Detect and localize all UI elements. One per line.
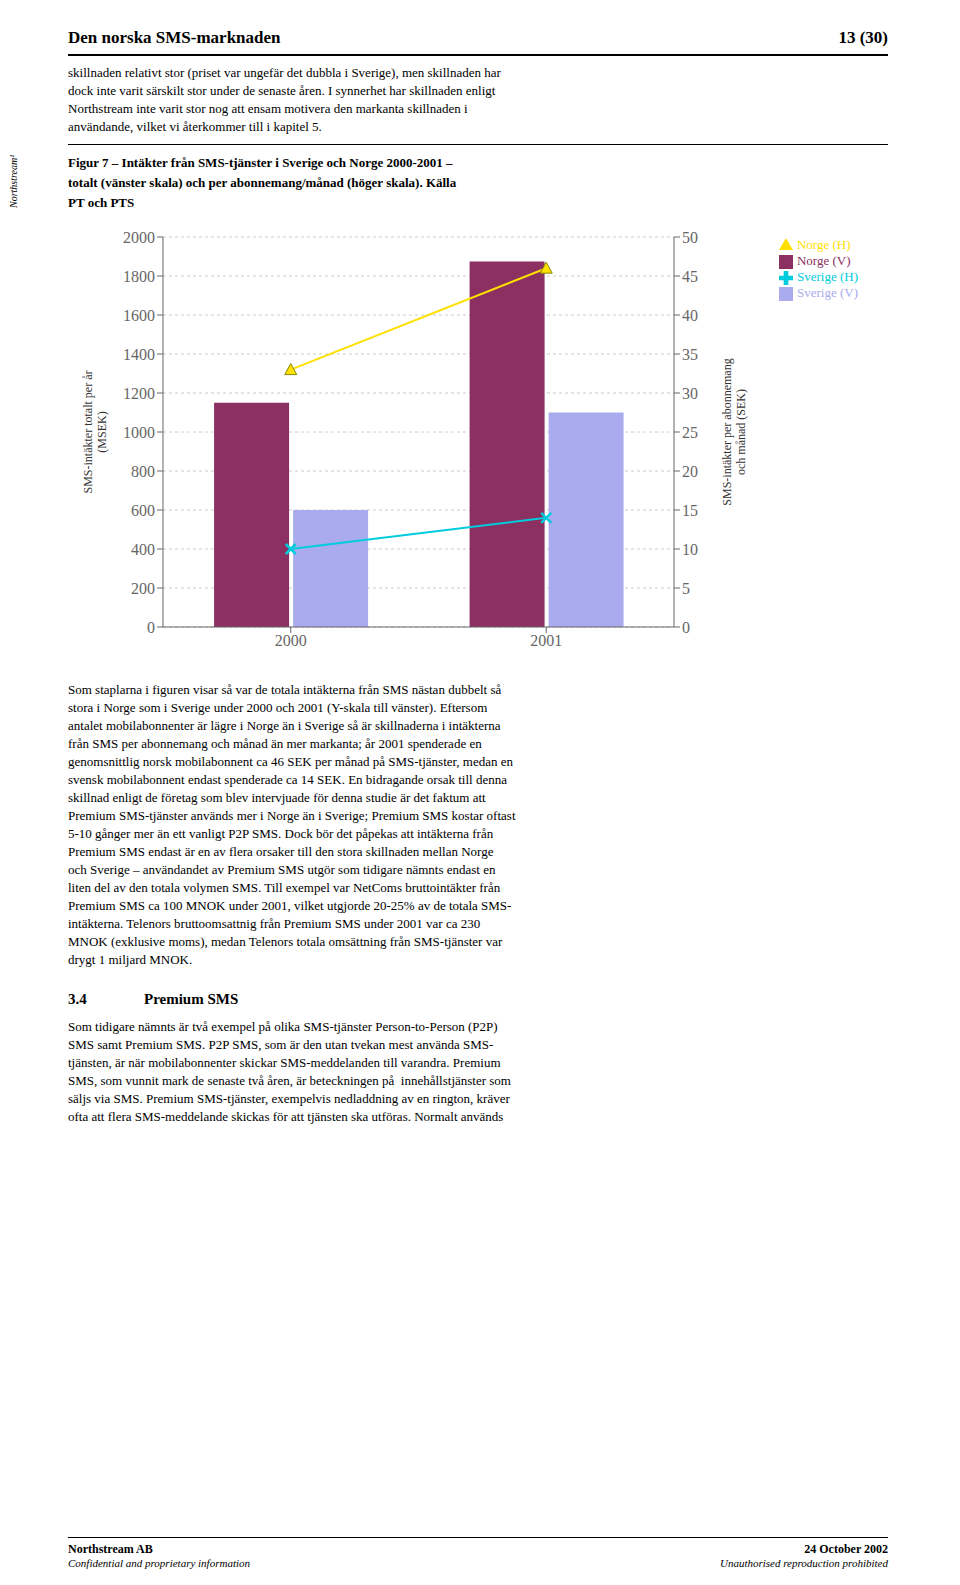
html-text:stora i Norge som i Sverige un: stora i Norge som i Sverige under 2000 o… xyxy=(68,700,488,715)
svg-text:30: 30 xyxy=(682,385,698,402)
svg-text:20: 20 xyxy=(682,463,698,480)
html-text:Confidential and proprietary i: Confidential and proprietary information xyxy=(68,1557,250,1569)
html-text:SMS samt Premium SMS. P2P SMS,: SMS samt Premium SMS. P2P SMS, som är de… xyxy=(68,1037,494,1052)
svg-text:10: 10 xyxy=(682,541,698,558)
html-text:skillnaden relativt stor (pris: skillnaden relativt stor (priset var ung… xyxy=(68,65,501,80)
html-text:liten del av den totala volyme: liten del av den totala volymen SMS. Til… xyxy=(68,880,501,895)
svg-text:1400: 1400 xyxy=(123,346,155,363)
html-text:24 October 2002: 24 October 2002 xyxy=(804,1542,888,1556)
html-text:genomsnittlig norsk mobilabonn: genomsnittlig norsk mobilabonnent ca 46 … xyxy=(68,754,513,769)
html-text:Premium SMS: Premium SMS xyxy=(144,991,239,1007)
html-text:och Sverige – användandet av P: och Sverige – användandet av Premium SMS… xyxy=(68,862,496,877)
html-text:Sverige (H): Sverige (H) xyxy=(797,269,858,284)
svg-text:2000: 2000 xyxy=(275,632,307,649)
html-text:Som tidigare nämnts är två exe: Som tidigare nämnts är två exempel på ol… xyxy=(68,1019,498,1034)
svg-text:800: 800 xyxy=(131,463,155,480)
html-text:Premium SMS ca 100 MNOK under: Premium SMS ca 100 MNOK under 2001, vilk… xyxy=(68,898,512,913)
html-text:skillnad enligt de företag som: skillnad enligt de företag som blev inte… xyxy=(68,790,486,805)
html-text:från SMS per abonnemang och må: från SMS per abonnemang och månad än mer… xyxy=(68,736,482,751)
svg-text:0: 0 xyxy=(147,619,155,636)
html-text:Den norska SMS-marknaden: Den norska SMS-marknaden xyxy=(68,28,281,47)
html-text:Northstream AB: Northstream AB xyxy=(68,1542,153,1556)
html-text:Unauthorised reproduction proh: Unauthorised reproduction prohibited xyxy=(720,1557,888,1569)
svg-text:25: 25 xyxy=(682,424,698,441)
html-text:säljs via SMS. Premium SMS-tjä: säljs via SMS. Premium SMS-tjänster, exe… xyxy=(68,1091,510,1106)
html-text:Northstream inte varit stor no: Northstream inte varit stor nog att ensa… xyxy=(68,101,468,116)
html-text:3.4: 3.4 xyxy=(68,991,87,1007)
html-text:antalet mobilabonnenter är läg: antalet mobilabonnenter är lägre i Norge… xyxy=(68,718,501,733)
svg-text:0: 0 xyxy=(682,619,690,636)
svg-text:45: 45 xyxy=(682,268,698,285)
html-text:13 (30): 13 (30) xyxy=(838,28,888,47)
svg-text:2001: 2001 xyxy=(530,632,562,649)
html-text:Figur 7 – Intäkter från SMS-tj: Figur 7 – Intäkter från SMS-tjänster i S… xyxy=(68,155,453,170)
html-text:MNOK (exklusive moms), medan T: MNOK (exklusive moms), medan Telenors to… xyxy=(68,934,503,949)
html-text:intäkterna. Telenors bruttooms: intäkterna. Telenors bruttoomsattnig frå… xyxy=(68,916,481,931)
html-text:Som staplarna i figuren visar: Som staplarna i figuren visar så var de … xyxy=(68,682,502,697)
svg-text:600: 600 xyxy=(131,502,155,519)
html-text:dock inte varit särskilt stor: dock inte varit särskilt stor under de s… xyxy=(68,83,496,98)
html-text:ofta att flera SMS-meddelande: ofta att flera SMS-meddelande skickas fö… xyxy=(68,1109,504,1124)
html-text:totalt (vänster skala) och per: totalt (vänster skala) och per abonneman… xyxy=(68,175,457,190)
html-text:Premium SMS endast är en av fl: Premium SMS endast är en av flera orsake… xyxy=(68,844,494,859)
svg-text:50: 50 xyxy=(682,229,698,246)
svg-text:400: 400 xyxy=(131,541,155,558)
svg-text:1800: 1800 xyxy=(123,268,155,285)
html-text:PT och PTS: PT och PTS xyxy=(68,195,135,210)
html-text:tjänsten, är när mobilabonnent: tjänsten, är när mobilabonnenter skickar… xyxy=(68,1055,501,1070)
svg-text:SMS-intäkter per abonnemangoch: SMS-intäkter per abonnemangoch månad (SE… xyxy=(720,358,748,505)
svg-text:15: 15 xyxy=(682,502,698,519)
svg-text:5: 5 xyxy=(682,580,690,597)
svg-text:40: 40 xyxy=(682,307,698,324)
svg-text:SMS-intäkter totalt per år(MSE: SMS-intäkter totalt per år(MSEK) xyxy=(81,371,109,494)
html-text:Premium SMS-tjänster används m: Premium SMS-tjänster används mer i Norge… xyxy=(68,808,516,823)
html-text:svensk mobilabonnent endast sp: svensk mobilabonnent endast spenderade c… xyxy=(68,772,507,787)
html-text:Norge (V): Norge (V) xyxy=(797,253,851,268)
html-text:Northstream¹: Northstream¹ xyxy=(8,154,19,208)
svg-text:1600: 1600 xyxy=(123,307,155,324)
html-text:Norge (H): Norge (H) xyxy=(797,237,851,252)
html-text:drygt 1 miljard MNOK.: drygt 1 miljard MNOK. xyxy=(68,952,193,967)
svg-text:1200: 1200 xyxy=(123,385,155,402)
html-text:SMS, som vunnit mark de senast: SMS, som vunnit mark de senaste två åren… xyxy=(68,1073,511,1088)
svg-text:200: 200 xyxy=(131,580,155,597)
html-text:5-10 gånger mer än ett vanligt: 5-10 gånger mer än ett vanligt P2P SMS. … xyxy=(68,826,494,841)
svg-text:1000: 1000 xyxy=(123,424,155,441)
html-text:användande, vilket vi återkomm: användande, vilket vi återkommer till i … xyxy=(68,119,322,134)
svg-text:35: 35 xyxy=(682,346,698,363)
svg-text:2000: 2000 xyxy=(123,229,155,246)
html-text:Sverige (V): Sverige (V) xyxy=(797,285,858,300)
